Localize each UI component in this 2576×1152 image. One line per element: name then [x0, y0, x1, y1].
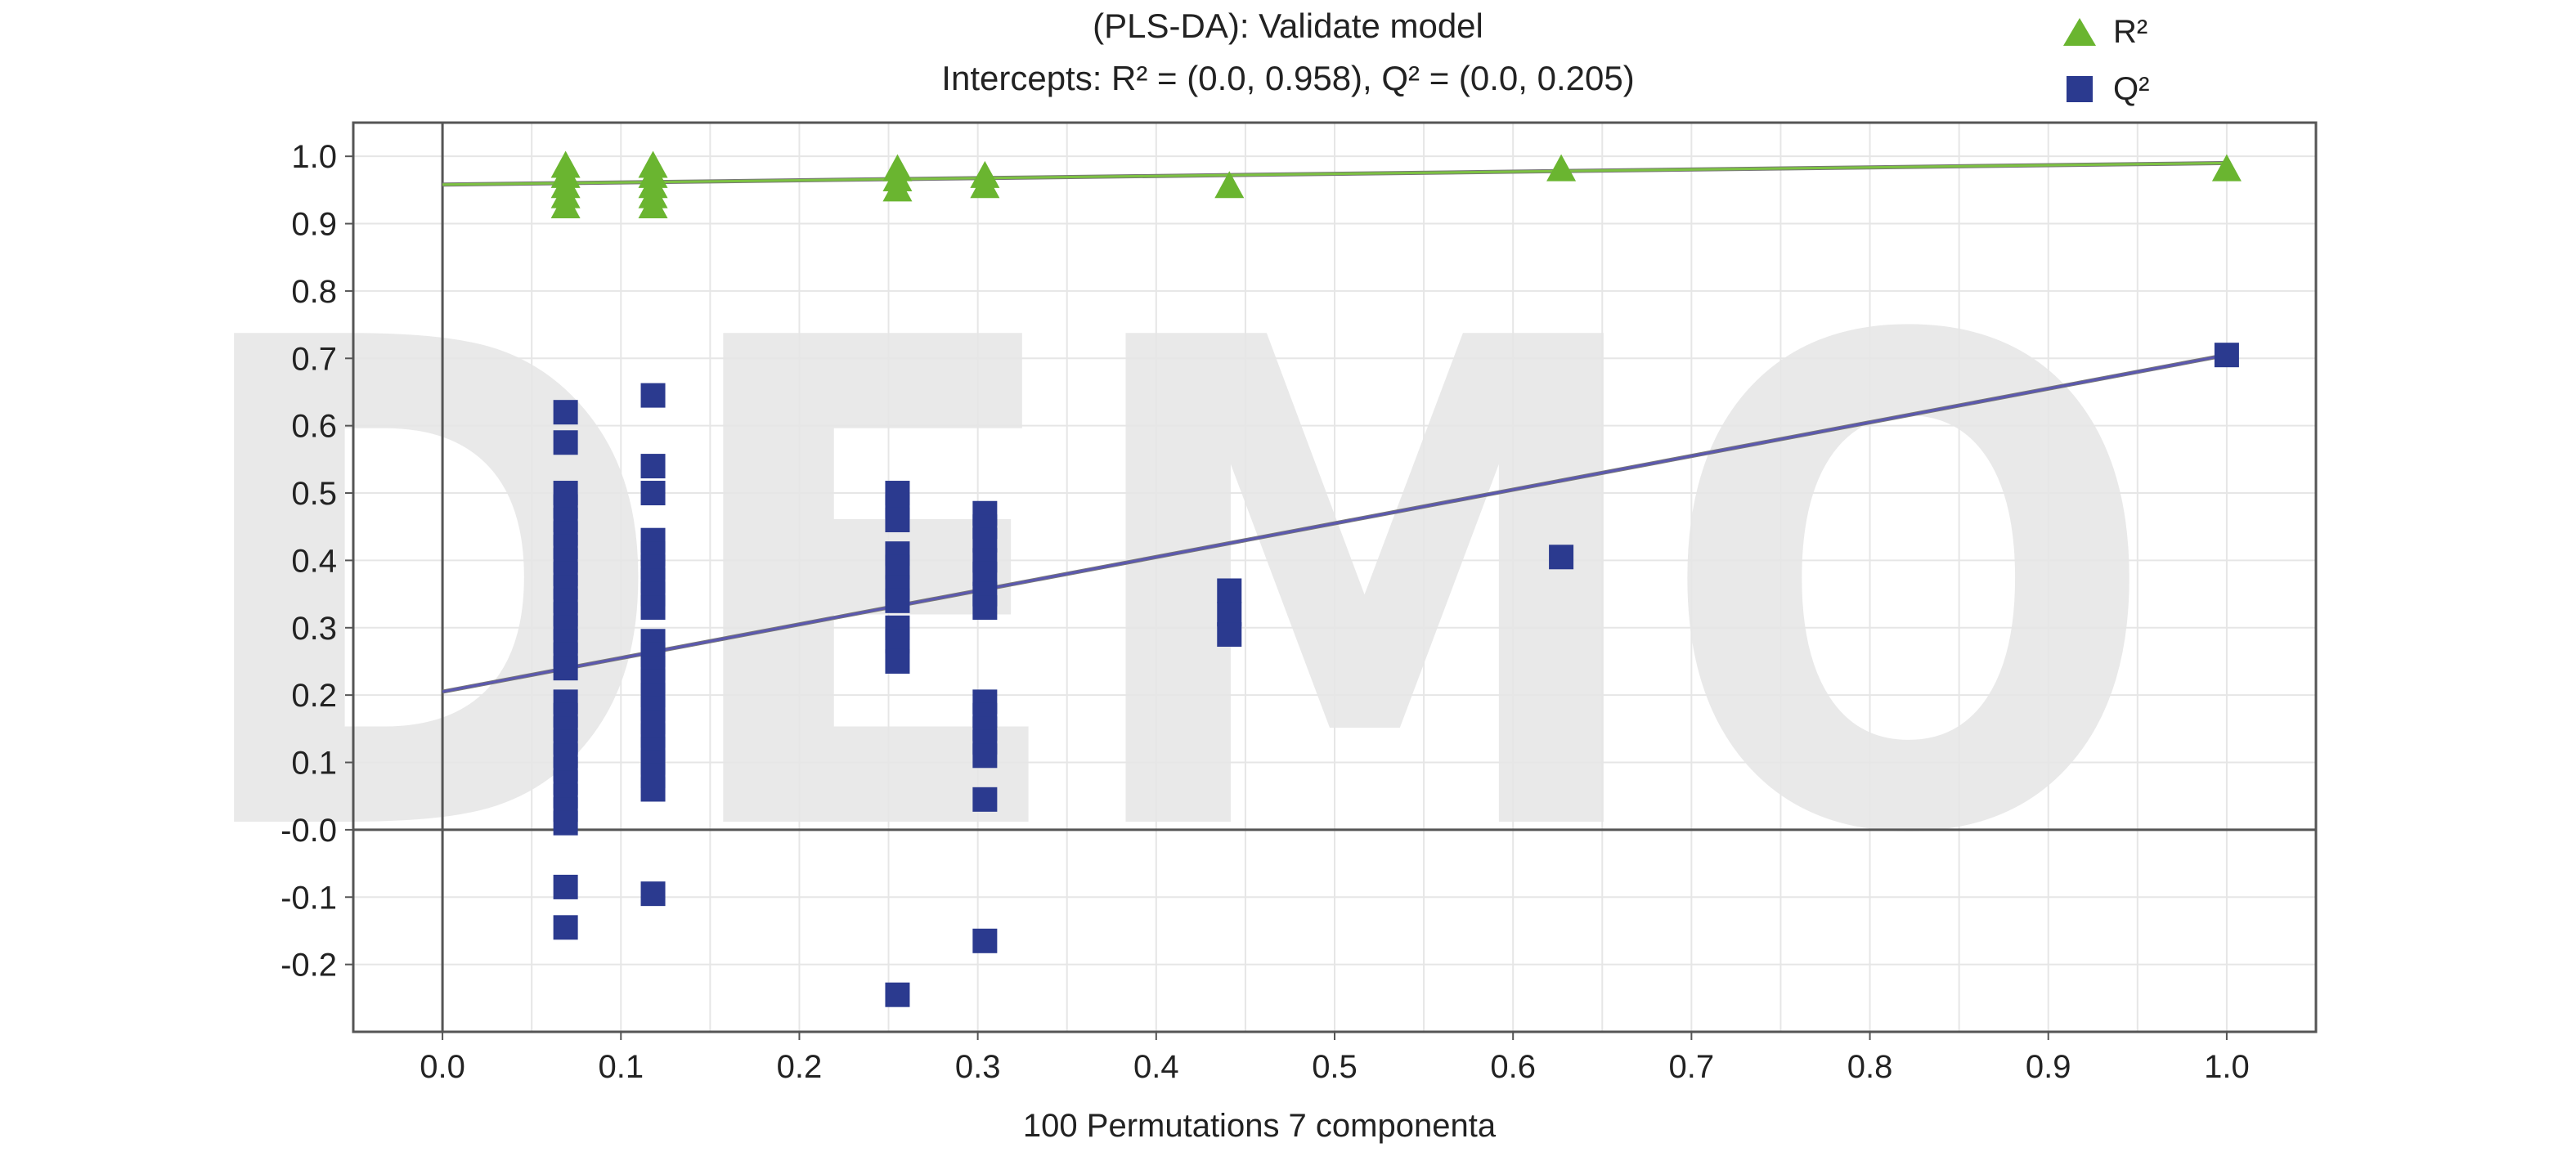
x-tick-label: 0.6	[1490, 1049, 1536, 1085]
r2-point	[970, 171, 1000, 199]
text-layer: (PLS-DA): Validate model Intercepts: R² …	[941, 7, 1634, 1144]
grid-layer	[353, 123, 2316, 1032]
x-tick-label: 0.5	[1312, 1049, 1358, 1085]
x-tick-label: 1.0	[2204, 1049, 2250, 1085]
x-tick-label: 0.4	[1133, 1049, 1179, 1085]
r2-regression-line	[442, 161, 2227, 186]
q2-regression-line	[442, 353, 2228, 693]
q2-point	[885, 588, 910, 613]
q2-point	[1217, 578, 1242, 603]
y-tick-label: 0.5	[291, 476, 337, 512]
x-tick-label: 0.3	[955, 1049, 1001, 1085]
q2-point	[885, 507, 910, 532]
q2-point	[553, 915, 578, 940]
y-tick-label: 0.7	[291, 341, 337, 377]
r2-point	[638, 191, 668, 218]
x-tick-label: 0.1	[598, 1049, 644, 1085]
legend-r2-label: R²	[2113, 14, 2147, 50]
q2-point	[553, 430, 578, 455]
r2-point	[550, 191, 581, 218]
y-tick-label: 1.0	[291, 139, 337, 175]
q2-point	[553, 400, 578, 425]
q2-point	[640, 383, 666, 408]
q2-point	[885, 648, 910, 674]
q2-point	[640, 481, 666, 506]
q2-point	[2214, 343, 2239, 368]
y-tick-label: 0.8	[291, 274, 337, 310]
q2-point	[553, 810, 578, 836]
y-tick-label: -0.1	[280, 880, 337, 916]
q2-point	[972, 787, 998, 812]
q2-point	[640, 777, 666, 802]
y-tick-label: 0.6	[291, 409, 337, 445]
y-tick-label: 0.3	[291, 611, 337, 647]
y-tick-label: 0.1	[291, 746, 337, 782]
x-tick-label: 0.2	[777, 1049, 823, 1085]
chart-title: (PLS-DA): Validate model	[1093, 7, 1483, 45]
legend-r2-marker	[2063, 18, 2096, 46]
x-axis-label: 100 Permutations 7 componenta	[1023, 1108, 1497, 1144]
q2-point	[1549, 545, 1574, 570]
legend: R² Q²	[2063, 14, 2149, 107]
legend-q2-label: Q²	[2113, 71, 2149, 107]
x-tick-label: 0.8	[1847, 1049, 1893, 1085]
q2-point	[553, 656, 578, 681]
q2-point	[1217, 622, 1242, 648]
axis-layer: 0.0 0.1 0.2 0.3 0.4 0.5 0.6 0.7 0.8 0.9 1.0 1.0 0.9 0…	[280, 121, 2318, 1085]
legend-q2-marker	[2067, 76, 2093, 102]
r2-point	[2211, 154, 2242, 182]
y-tick-label: 0.4	[291, 543, 337, 579]
q2-point	[972, 595, 998, 621]
r2-point	[1214, 171, 1245, 199]
q2-point	[972, 743, 998, 769]
regression-line-layer	[442, 160, 2228, 694]
q2-point	[640, 595, 666, 621]
q2-point	[640, 454, 666, 479]
q2-point	[885, 982, 910, 1007]
q2-point	[972, 928, 998, 953]
data-point-layer	[550, 150, 2242, 1007]
y-tick-label: -0.2	[280, 948, 337, 984]
y-tick-label: 0.2	[291, 678, 337, 714]
r2-point	[1546, 154, 1577, 182]
x-tick-label: 0.0	[420, 1049, 465, 1085]
r2-point	[882, 174, 913, 202]
x-tick-label: 0.9	[2026, 1049, 2071, 1085]
y-tick-label: -0.0	[280, 813, 337, 849]
y-tick-label: 0.9	[291, 207, 337, 243]
q2-point	[640, 881, 666, 907]
q2-point	[553, 874, 578, 899]
watermark-layer: DEMO	[180, 200, 2159, 980]
watermark-text: DEMO	[180, 200, 2159, 980]
chart-subtitle: Intercepts: R² = (0.0, 0.958), Q² = (0.0…	[941, 59, 1634, 97]
x-tick-label: 0.7	[1669, 1049, 1715, 1085]
